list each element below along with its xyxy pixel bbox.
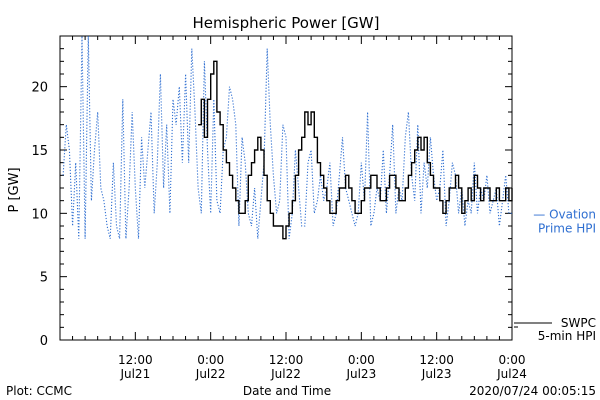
x-tick-date-label: Jul24 xyxy=(496,367,527,381)
chart-title: Hemispheric Power [GW] xyxy=(193,14,380,32)
legend-ovation-line1: — Ovation xyxy=(533,207,596,221)
x-tick-date-label: Jul23 xyxy=(421,367,452,381)
legend-swpc-line2: 5-min HPI xyxy=(538,329,596,343)
x-tick-time-label: 12:00 xyxy=(419,353,454,367)
x-tick-time-label: 12:00 xyxy=(269,353,304,367)
x-tick-date-label: Jul22 xyxy=(270,367,301,381)
x-tick-time-label: 12:00 xyxy=(118,353,153,367)
swpc-hpi-line xyxy=(198,60,513,240)
y-tick-label: 5 xyxy=(40,271,48,286)
x-tick-date-label: Jul23 xyxy=(345,367,376,381)
x-tick-time-label: 0:00 xyxy=(348,353,375,367)
plot-timestamp: 2020/07/24 00:05:15 xyxy=(469,384,596,398)
x-tick-date-label: Jul21 xyxy=(119,367,150,381)
y-tick-label: 15 xyxy=(31,144,48,159)
legend-ovation-line2: Prime HPI xyxy=(538,221,596,235)
series-group xyxy=(62,35,513,240)
y-tick-label: 0 xyxy=(40,334,48,349)
legend-swpc-line1: SWPC xyxy=(561,316,596,330)
plot-frame xyxy=(59,35,513,341)
tick-labels: 0510152012:00Jul210:00Jul2212:00Jul220:0… xyxy=(31,81,526,381)
y-tick-label: 10 xyxy=(31,207,48,222)
y-tick-label: 20 xyxy=(31,81,48,96)
x-tick-time-label: 0:00 xyxy=(499,353,526,367)
x-tick-date-label: Jul22 xyxy=(195,367,226,381)
x-tick-time-label: 0:00 xyxy=(197,353,224,367)
x-axis-label: Date and Time xyxy=(243,384,331,398)
y-axis-label: P [GW] xyxy=(7,167,22,212)
ovation-hpi-line xyxy=(62,35,512,239)
plot-credit: Plot: CCMC xyxy=(6,384,72,398)
axes xyxy=(59,35,513,341)
